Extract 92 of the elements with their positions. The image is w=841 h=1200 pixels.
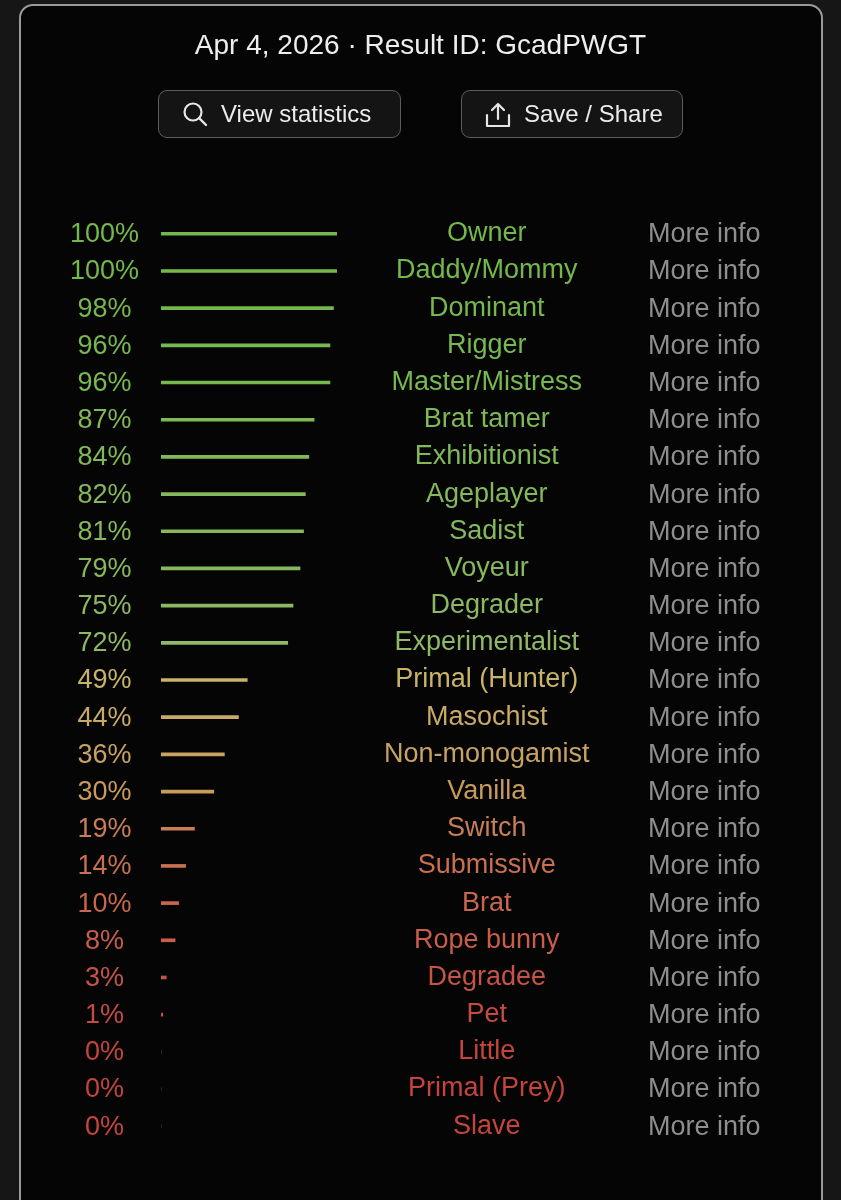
data-label: 100% [69,255,140,286]
y-tick-label: Degradee [427,960,547,991]
text: More info [648,366,761,397]
y-tick-label: Submissive [417,849,556,880]
y-tick-label: Non-monogamist [384,737,591,768]
y-tick-label: Exhibitionist [414,440,560,471]
data-label: 3% [84,961,125,992]
text: More info [648,515,761,546]
text: More info [648,404,761,435]
data-label: 44% [77,701,132,732]
data-label: 100% [69,218,140,249]
statistics-button[interactable]: View statistics [158,90,401,138]
bar [161,492,306,496]
data-label: 72% [77,627,132,658]
text: More info [648,999,761,1030]
data-label: 0% [84,1073,125,1104]
text: More info [648,292,761,323]
text: More info [648,478,761,509]
text: More info [648,627,761,658]
y-tick-label: Primal (Hunter) [395,663,579,694]
text: More info [648,1036,761,1067]
bar [161,640,289,645]
y-tick-label: Switch [447,812,527,843]
y-tick-label: Brat [462,886,513,917]
bar [161,306,334,310]
text: More info [648,701,761,732]
bar [161,529,304,534]
y-tick-label: Master/Mistress [391,365,583,396]
bar [161,901,179,905]
data-label: 10% [77,887,132,918]
text: More info [648,850,761,881]
data-label: 36% [77,738,132,769]
bar [161,417,315,422]
text: More info [648,255,761,286]
bar [161,678,248,682]
data-label: 49% [77,664,132,695]
bar [161,455,310,459]
y-tick-label: Rigger [447,328,527,359]
y-tick-label: Brat tamer [423,403,550,434]
bar [161,864,186,868]
data-label: 82% [77,478,132,509]
y-tick-label: Voyeur [444,551,529,582]
y-tick-label: Slave [453,1109,521,1140]
data-label: 0% [84,1036,125,1067]
y-tick-label: Sadist [449,514,525,545]
y-tick-label: Rope bunny [413,923,561,954]
data-label: 96% [77,329,132,360]
text: More info [648,552,761,583]
data-label: 96% [77,366,132,397]
bar [161,231,337,236]
y-tick-label: Primal (Prey) [408,1072,566,1103]
y-tick-label: Little [458,1035,516,1066]
text: More info [648,1073,761,1104]
data-label: 1% [84,999,125,1030]
text: More info [648,1110,761,1141]
text: More info [648,441,761,472]
y-tick-label: Experimentalist [394,626,580,657]
y-tick-label: Pet [466,998,508,1029]
text: More info [648,813,761,844]
text: More info [648,329,761,360]
text: More info [648,664,761,695]
data-label: 84% [77,441,132,472]
y-tick-label: Vanilla [447,775,528,806]
text: More info [648,924,761,955]
data-label: 0% [84,1110,125,1141]
y-tick-label: Owner [447,217,527,248]
data-label: 30% [77,776,132,807]
y-tick-label: Dominant [429,291,546,322]
data-label: 79% [77,552,132,583]
share-button[interactable]: Save / Share [461,90,683,138]
text: More info [648,776,761,807]
y-tick-label: Daddy/Mommy [396,254,579,285]
y-tick-label: Degrader [430,589,544,620]
bar [161,938,176,943]
text: More info [648,961,761,992]
text: More info [648,590,761,621]
text: Apr 4, 2026 · Result ID: GcadPWGT [193,29,648,60]
data-label: 75% [77,590,132,621]
text: More info [648,738,761,769]
text: More info [648,218,761,249]
data-label: 87% [77,404,132,435]
data-label: 14% [77,850,132,881]
text: More info [648,887,761,918]
bar [161,269,337,273]
y-tick-label: Ageplayer [426,477,548,508]
bar [161,715,239,720]
data-label: 81% [77,515,132,546]
data-label: 19% [77,813,132,844]
bar [161,826,195,831]
data-label: 8% [84,924,125,955]
y-tick-label: Masochist [426,700,549,731]
data-label: 98% [77,292,132,323]
